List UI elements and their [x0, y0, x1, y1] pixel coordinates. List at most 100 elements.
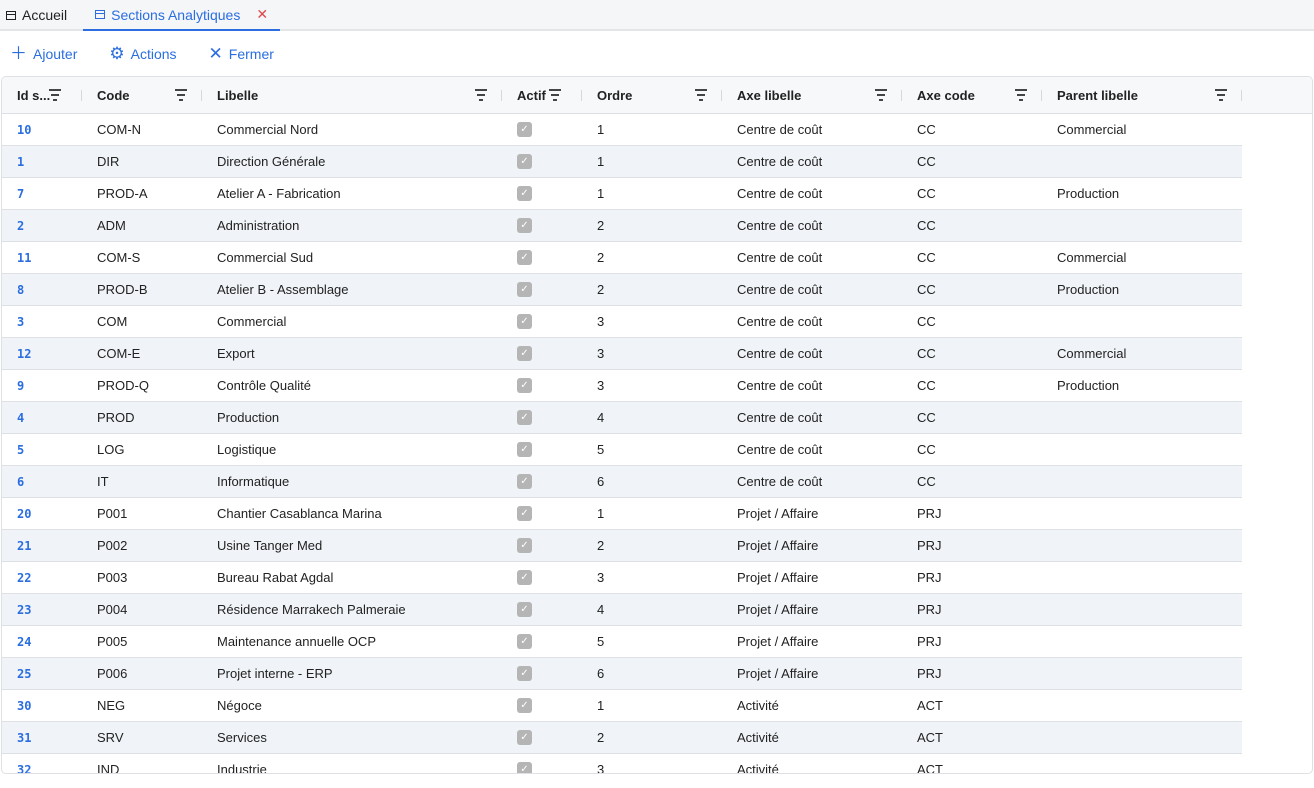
cell-ordre: 1	[597, 122, 605, 137]
cell-actif: ✓	[502, 658, 582, 689]
column-header-axe-code[interactable]: Axe code	[902, 77, 1042, 113]
cell-axe-libelle: Centre de coût	[737, 186, 823, 201]
column-header-parent-libelle[interactable]: Parent libelle	[1042, 77, 1242, 113]
cell-actif: ✓	[502, 498, 582, 529]
cell-id[interactable]: 25	[17, 666, 32, 681]
cell-parent-libelle	[1042, 722, 1242, 753]
column-resize-handle[interactable]	[901, 90, 902, 101]
cell-id[interactable]: 32	[17, 762, 32, 774]
filter-icon[interactable]	[1214, 89, 1228, 101]
column-resize-handle[interactable]	[721, 90, 722, 101]
cell-id[interactable]: 20	[17, 506, 32, 521]
cell-ordre: 2	[597, 730, 605, 745]
table-row[interactable]: 9 PROD-Q Contrôle Qualité ✓ 3 Centre de coût C…	[2, 370, 1242, 402]
active-checkbox: ✓	[517, 378, 532, 393]
cell-parent-libelle: Production	[1057, 186, 1120, 201]
table-row[interactable]: 2 ADM Administration ✓ 2 Centre de coût CC	[2, 210, 1242, 242]
cell-id[interactable]: 11	[17, 250, 32, 265]
cell-id[interactable]: 4	[17, 410, 25, 425]
cell-axe-code: ACT	[917, 730, 943, 745]
cell-axe-code: PRJ	[917, 602, 942, 617]
filter-icon[interactable]	[474, 89, 488, 101]
table-row[interactable]: 22 P003 Bureau Rabat Agdal ✓ 3 Projet / Affai…	[2, 562, 1242, 594]
cell-axe-code: PRJ	[917, 634, 942, 649]
column-resize-handle[interactable]	[581, 90, 582, 101]
table-row[interactable]: 6 IT Informatique ✓ 6 Centre de coût CC	[2, 466, 1242, 498]
cell-axe-libelle: Centre de coût	[737, 346, 823, 361]
active-checkbox: ✓	[517, 602, 532, 617]
cell-id[interactable]: 5	[17, 442, 25, 457]
add-button[interactable]: ＋ Ajouter	[10, 45, 77, 62]
column-header-axe-libelle[interactable]: Axe libelle	[722, 77, 902, 113]
table-row[interactable]: 24 P005 Maintenance annuelle OCP ✓ 5 Projet /…	[2, 626, 1242, 658]
actions-button[interactable]: ⚙ Actions	[109, 45, 176, 62]
cell-ordre: 4	[597, 410, 605, 425]
table-row[interactable]: 25 P006 Projet interne - ERP ✓ 6 Projet / Aff…	[2, 658, 1242, 690]
filter-icon[interactable]	[48, 89, 62, 101]
cell-id[interactable]: 1	[17, 154, 25, 169]
cell-id[interactable]: 23	[17, 602, 32, 617]
cell-axe-code: ACT	[917, 762, 943, 774]
column-header-libelle[interactable]: Libelle	[202, 77, 502, 113]
cell-actif: ✓	[502, 530, 582, 561]
tab-sections-analytiques[interactable]: Sections Analytiques ✕	[83, 0, 281, 31]
cell-axe-code: CC	[917, 122, 936, 137]
table-row[interactable]: 30 NEG Négoce ✓ 1 Activité ACT	[2, 690, 1242, 722]
column-header-ordre[interactable]: Ordre	[582, 77, 722, 113]
column-header-code[interactable]: Code	[82, 77, 202, 113]
filter-icon[interactable]	[548, 89, 562, 101]
cell-id[interactable]: 6	[17, 474, 25, 489]
filter-icon[interactable]	[874, 89, 888, 101]
table-row[interactable]: 10 COM-N Commercial Nord ✓ 1 Centre de coût CC…	[2, 114, 1242, 146]
cell-id[interactable]: 9	[17, 378, 25, 393]
tab-accueil[interactable]: Accueil	[0, 0, 73, 30]
table-row[interactable]: 4 PROD Production ✓ 4 Centre de coût CC	[2, 402, 1242, 434]
column-resize-handle[interactable]	[201, 90, 202, 101]
cell-id[interactable]: 12	[17, 346, 32, 361]
filter-icon[interactable]	[694, 89, 708, 101]
cell-ordre: 3	[597, 346, 605, 361]
cell-id[interactable]: 3	[17, 314, 25, 329]
table-row[interactable]: 21 P002 Usine Tanger Med ✓ 2 Projet / Affaire…	[2, 530, 1242, 562]
close-button[interactable]: ✕ Fermer	[209, 45, 274, 62]
cell-id[interactable]: 31	[17, 730, 32, 745]
table-row[interactable]: 31 SRV Services ✓ 2 Activité ACT	[2, 722, 1242, 754]
filter-icon[interactable]	[174, 89, 188, 101]
cell-id[interactable]: 2	[17, 218, 25, 233]
cell-id[interactable]: 10	[17, 122, 32, 137]
table-row[interactable]: 12 COM-E Export ✓ 3 Centre de coût CC Commercia…	[2, 338, 1242, 370]
column-resize-handle[interactable]	[1241, 90, 1242, 101]
column-resize-handle[interactable]	[501, 90, 502, 101]
column-resize-handle[interactable]	[1041, 90, 1042, 101]
table-row[interactable]: 11 COM-S Commercial Sud ✓ 2 Centre de coût CC C…	[2, 242, 1242, 274]
close-tab-icon[interactable]: ✕	[256, 6, 269, 22]
column-resize-handle[interactable]	[81, 90, 82, 101]
cell-id[interactable]: 24	[17, 634, 32, 649]
cell-id[interactable]: 7	[17, 186, 25, 201]
gear-icon: ⚙	[109, 44, 125, 63]
data-grid: Id s... Code Libelle Actif Ordre Axe libelle A…	[1, 76, 1313, 774]
cell-id[interactable]: 22	[17, 570, 32, 585]
cell-id[interactable]: 30	[17, 698, 32, 713]
cell-code: PROD-Q	[97, 378, 149, 393]
column-header-actif[interactable]: Actif	[502, 77, 582, 113]
table-row[interactable]: 32 IND Industrie ✓ 3 Activité ACT	[2, 754, 1242, 774]
table-row[interactable]: 20 P001 Chantier Casablanca Marina ✓ 1 Projet…	[2, 498, 1242, 530]
table-row[interactable]: 1 DIR Direction Générale ✓ 1 Centre de coût CC	[2, 146, 1242, 178]
filter-icon[interactable]	[1014, 89, 1028, 101]
active-checkbox: ✓	[517, 698, 532, 713]
cell-ordre: 6	[597, 474, 605, 489]
cell-ordre: 4	[597, 602, 605, 617]
cell-libelle: Commercial Nord	[217, 122, 319, 137]
cell-code: COM	[97, 314, 128, 329]
table-row[interactable]: 8 PROD-B Atelier B - Assemblage ✓ 2 Centre de…	[2, 274, 1242, 306]
table-row[interactable]: 5 LOG Logistique ✓ 5 Centre de coût CC	[2, 434, 1242, 466]
table-row[interactable]: 7 PROD-A Atelier A - Fabrication ✓ 1 Centre d…	[2, 178, 1242, 210]
cell-id[interactable]: 21	[17, 538, 32, 553]
cell-id[interactable]: 8	[17, 282, 25, 297]
cell-axe-libelle: Projet / Affaire	[737, 666, 819, 681]
cell-code: P003	[97, 570, 128, 585]
column-header-id[interactable]: Id s...	[2, 77, 82, 113]
table-row[interactable]: 3 COM Commercial ✓ 3 Centre de coût CC	[2, 306, 1242, 338]
table-row[interactable]: 23 P004 Résidence Marrakech Palmeraie ✓ 4 Pro…	[2, 594, 1242, 626]
